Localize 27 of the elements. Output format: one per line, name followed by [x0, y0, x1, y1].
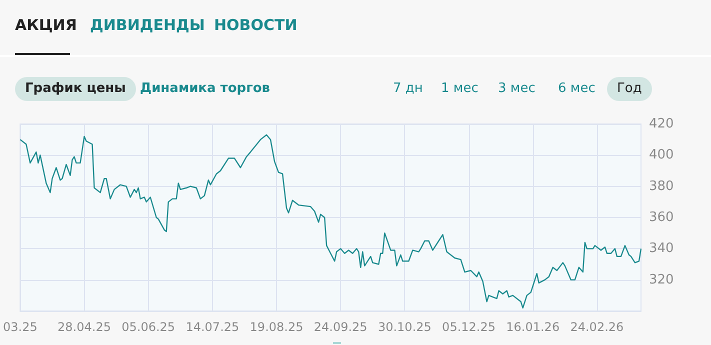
x-tick-label: 24.09.25 [314, 320, 368, 334]
y-tick-label: 380 [649, 178, 674, 194]
text: Динамика торгов [139, 80, 272, 98]
text: 1 мес [440, 80, 480, 98]
x-tick-label: 05.06.25 [122, 320, 176, 334]
text: НОВОСТИ [214, 16, 298, 34]
x-tick-label: 16.01.26 [506, 320, 560, 334]
x-tick-label: 03.25 [2, 320, 38, 334]
line-series [20, 134, 642, 308]
x-tick-label: 24.02.26 [570, 320, 624, 334]
text: График цены [15, 77, 136, 101]
x-tick-label: 30.10.25 [378, 320, 432, 334]
text: Год [607, 77, 652, 101]
y-tick-label: 320 [649, 272, 674, 288]
x-tick-label: 14.07.25 [186, 320, 240, 334]
y-tick-label: 400 [649, 148, 674, 163]
text: ДИВИДЕНДЫ [90, 16, 205, 34]
text: 3 мес [497, 80, 536, 98]
x-tick-label: 05.12.25 [442, 320, 496, 334]
x-tick-label: 19.08.25 [250, 320, 304, 334]
y-tick-label: 360 [649, 210, 674, 225]
y-tick-label: 340 [649, 241, 674, 256]
x-tick-label: 28.04.25 [58, 320, 111, 334]
text: 7 дн [392, 80, 424, 98]
y-tick-label: 420 [649, 116, 674, 132]
text: АКЦИЯ [15, 16, 77, 34]
text: 6 мес [557, 80, 596, 98]
